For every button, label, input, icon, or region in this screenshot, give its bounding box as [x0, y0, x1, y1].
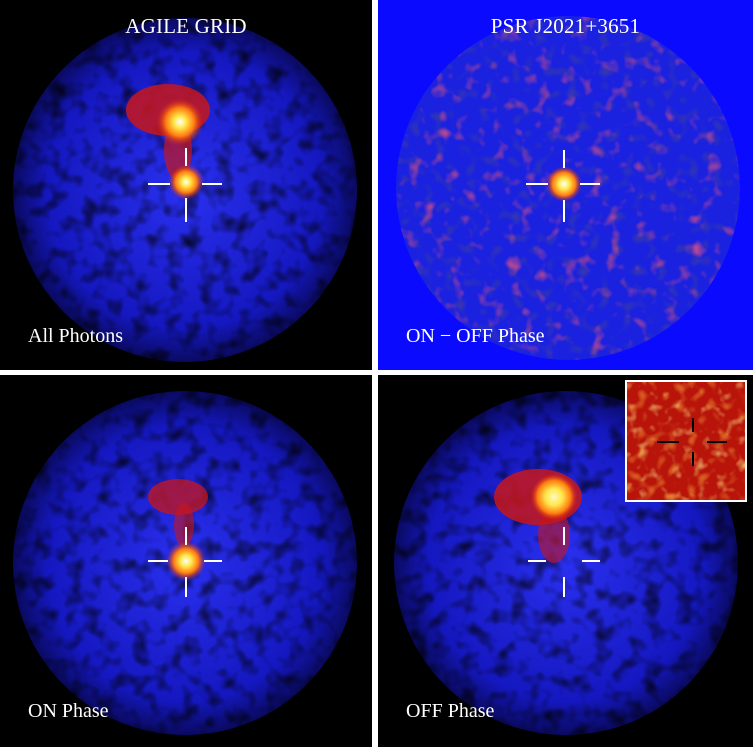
crosshair-icon [148, 148, 222, 222]
diffuse-emission [148, 479, 208, 515]
hot-spot [156, 98, 204, 146]
crosshair-icon [528, 527, 600, 597]
pulsar-source [166, 541, 206, 581]
panel-on-phase: ON Phase [0, 375, 372, 747]
zoom-inset [625, 380, 747, 502]
panel-title: AGILE GRID [125, 14, 247, 38]
pulsar-source [168, 164, 204, 200]
panel-title: PSR J2021+3651 [490, 14, 641, 38]
crosshair-icon [526, 150, 600, 222]
sky-map-on-minus-off [396, 16, 740, 360]
crosshair-icon [657, 418, 727, 466]
sky-map-on-phase [13, 391, 357, 735]
sky-map-all-photons [13, 18, 357, 362]
hot-spot [530, 473, 578, 521]
panel-all-photons: AGILE GRID All Photons [0, 0, 372, 370]
panel-off-phase: OFF Phase [378, 375, 753, 747]
panel-label: ON Phase [28, 700, 109, 722]
panel-label: ON − OFF Phase [406, 325, 545, 347]
pulsar-source [546, 166, 582, 202]
panel-on-minus-off: PSR J2021+3651 ON − OFF Phase [378, 0, 753, 370]
crosshair-icon [148, 527, 222, 597]
panel-label: OFF Phase [406, 700, 495, 722]
inset-heatmap [627, 382, 745, 500]
panel-label: All Photons [28, 325, 124, 347]
